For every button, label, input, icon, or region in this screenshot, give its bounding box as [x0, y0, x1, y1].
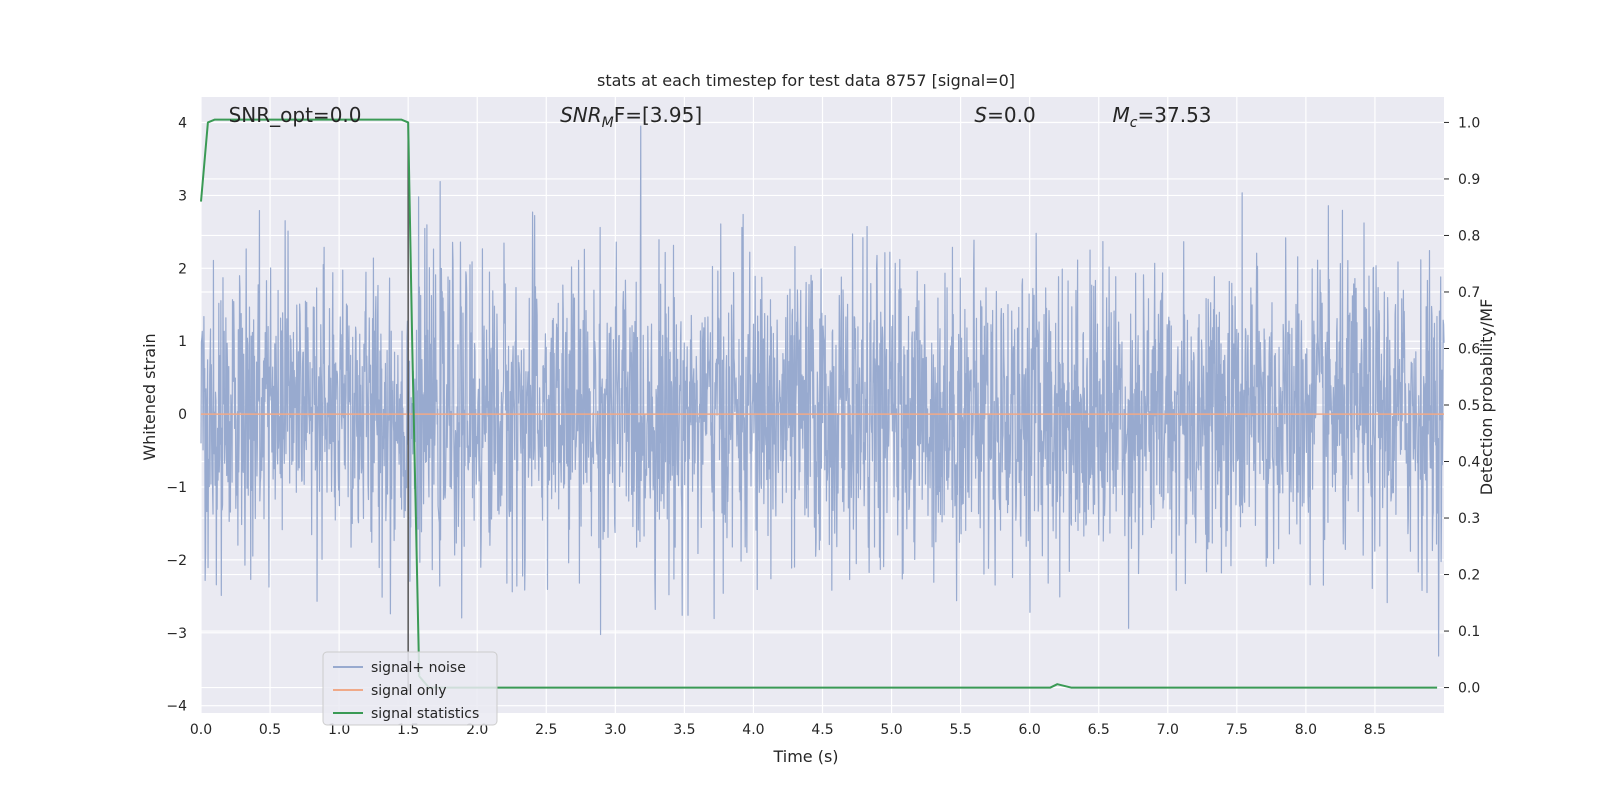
annotation-symbol: SNR — [560, 103, 602, 127]
y-tick-label: 0 — [178, 407, 187, 423]
y-tick-label: −4 — [166, 699, 187, 715]
x-tick-label: 4.0 — [742, 722, 764, 738]
annotation-symbol: S — [974, 103, 987, 127]
x-tick-label: 8.5 — [1364, 722, 1386, 738]
legend-box — [322, 651, 498, 726]
x-tick-label: 0.0 — [190, 722, 212, 738]
legend-label: signal only — [371, 683, 446, 699]
y2-tick-label: 0.7 — [1458, 285, 1480, 301]
annotation: Mc=37.53 — [1113, 103, 1212, 131]
x-tick-label: 8.0 — [1295, 722, 1317, 738]
series-lines — [200, 118, 1444, 692]
annotation-symbol: M — [1113, 103, 1130, 127]
x-tick-label: 1.5 — [397, 722, 419, 738]
y-tick-label: 2 — [178, 261, 187, 277]
y2-tick-label: 0.6 — [1458, 341, 1480, 357]
legend-label: signal statistics — [371, 706, 479, 722]
y2-ticks: 1.0 0.9 0.8 0.7 0.6 0.5 0.4 0.3 0.2 0.1 0.0 — [1444, 115, 1480, 697]
x-tick-label: 7.5 — [1226, 722, 1248, 738]
chart-title: stats at each timestep for test data 875… — [597, 71, 1015, 90]
y2-tick-label: 0.2 — [1458, 568, 1480, 584]
legend: signal+ noise signal only signal statistic… — [322, 651, 498, 726]
y2-tick-label: 0.3 — [1458, 511, 1480, 527]
y-tick-label: 4 — [178, 116, 187, 132]
y2-axis-label: Detection probability/MF — [1477, 299, 1496, 496]
annotation-subscript: M — [602, 115, 614, 131]
annotations: SNR_opt=0.0 SNRMF=[3.95] S=0.0 Mc=37.53 — [229, 103, 1212, 131]
annotation-subscript: c — [1130, 115, 1138, 131]
y2-tick-label: 0.5 — [1458, 398, 1480, 414]
y-axis-label: Whitened strain — [140, 333, 159, 460]
annotation: SNR_opt=0.0 — [229, 103, 362, 127]
x-tick-label: 6.5 — [1088, 722, 1110, 738]
x-tick-label: 6.0 — [1019, 722, 1041, 738]
x-axis-label: Time (s) — [772, 747, 838, 766]
x-tick-label: 1.0 — [328, 722, 350, 738]
y2-tick-label: 0.9 — [1458, 172, 1480, 188]
y-ticks: 4 3 2 1 0 −1 −2 −3 −4 — [166, 116, 187, 715]
x-tick-label: 7.0 — [1157, 722, 1179, 738]
y-tick-label: 1 — [178, 334, 187, 350]
x-ticks: 0.0 0.5 1.0 1.5 2.0 2.5 3.0 3.5 4.0 4.5 5.0 5.5 6.0 6… — [190, 722, 1386, 738]
x-tick-label: 4.5 — [811, 722, 833, 738]
annotation: S=0.0 — [974, 103, 1035, 127]
y2-tick-label: 0.1 — [1458, 624, 1480, 640]
x-tick-label: 5.5 — [949, 722, 971, 738]
legend-label: signal+ noise — [371, 660, 466, 676]
x-tick-label: 3.0 — [604, 722, 626, 738]
x-tick-label: 5.0 — [880, 722, 902, 738]
x-tick-label: 2.0 — [466, 722, 488, 738]
x-tick-label: 2.5 — [535, 722, 557, 738]
x-tick-label: 3.5 — [673, 722, 695, 738]
annotation-value: =0.0 — [987, 103, 1036, 127]
signal-statistics-line — [200, 118, 1438, 689]
y2-tick-label: 0.8 — [1458, 228, 1480, 244]
y-tick-label: −1 — [166, 480, 187, 496]
x-tick-label: 0.5 — [259, 722, 281, 738]
annotation-value: F=[3.95] — [614, 103, 702, 127]
y2-tick-label: 0.0 — [1458, 681, 1480, 697]
y-tick-label: 3 — [178, 188, 187, 204]
y2-tick-label: 0.4 — [1458, 455, 1480, 471]
annotation-value: =37.53 — [1138, 103, 1212, 127]
annotation: SNRMF=[3.95] — [560, 103, 702, 131]
y2-tick-label: 1.0 — [1458, 115, 1480, 131]
y-tick-label: −2 — [166, 553, 187, 569]
y-tick-label: −3 — [166, 626, 187, 642]
